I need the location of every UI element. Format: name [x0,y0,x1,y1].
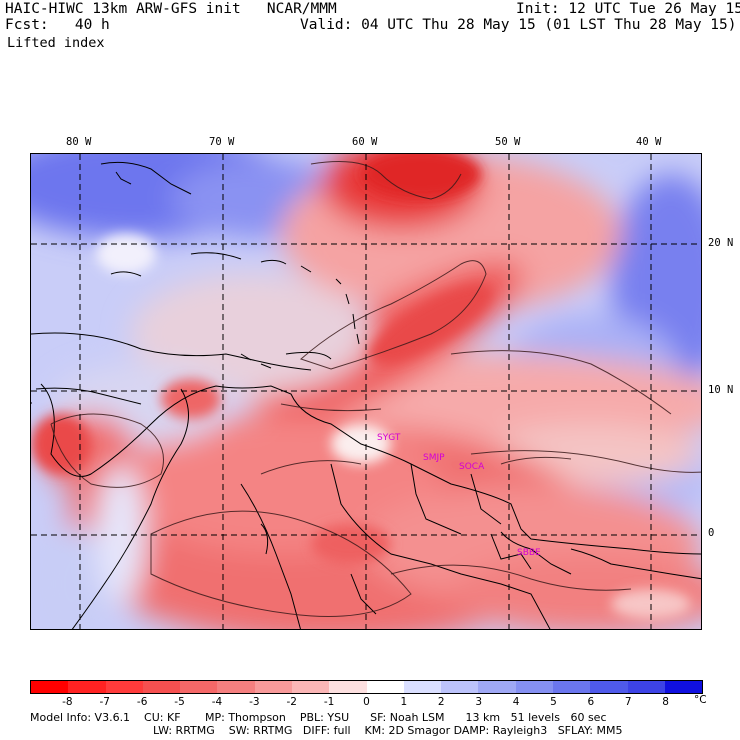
colorbar-tick-label: 2 [437,696,445,708]
colorbar-tick-label: 6 [587,696,595,708]
colorbar-tick-label: 8 [662,696,669,708]
colorbar-swatch [441,681,479,693]
field-name: Lifted index [7,35,105,51]
colorbar-tick-label: -6 [136,696,148,708]
colorbar-swatch [217,681,255,693]
caribbean-islands [100,161,360,369]
init-time: Init: 12 UTC Tue 26 May 15 [516,1,740,17]
lifted-index-map: SYGT SMJP SOCA SBBE [30,153,702,630]
lon-label-40w: 40 W [636,136,662,148]
colorbar-swatch [31,681,69,693]
model-info-line1: Model Info: V3.6.1 CU: KF MP: Thompson P… [30,711,607,724]
colorbar-tick-label: -4 [211,696,223,708]
colorbar-tick-label: 0 [363,696,370,708]
colorbar-swatch [142,681,181,693]
lon-label-80w: 80 W [66,136,92,148]
colorbar-swatch [552,681,591,693]
colorbar-swatch [291,681,330,693]
colorbar-swatch [180,681,218,693]
colorbar-swatch [478,681,516,693]
colorbar-swatch [515,681,553,693]
lat-label-20n: 20 N [708,237,734,249]
colorbar-swatch [105,681,143,693]
colorbar-swatch [590,681,628,693]
colorbar-swatch [329,681,367,693]
colorbar-swatch [664,681,703,693]
map-canvas: SYGT SMJP SOCA SBBE [31,154,701,629]
station-markers: SYGT SMJP SOCA SBBE [377,433,541,558]
lon-label-60w: 60 W [352,136,378,148]
lon-label-50w: 50 W [495,136,521,148]
model-info-line2: LW: RRTMG SW: RRTMG DIFF: full KM: 2D Sm… [153,724,623,737]
colorbar-swatch [254,681,292,693]
colorbar-swatch [366,681,404,693]
model-title: HAIC-HIWC 13km ARW-GFS init NCAR/MMM [5,1,337,17]
lat-lon-grid [31,154,701,629]
colorbar-tick-label: -5 [174,696,185,708]
colorbar-tick-label: 4 [512,696,520,708]
station-sbbe: SBBE [517,548,541,558]
forecast-hour: Fcst: 40 h [5,17,110,33]
lat-label-10n: 10 N [708,384,734,396]
coastlines [31,332,701,629]
colorbar-tick-label: -8 [62,696,73,708]
colorbar-tick-label: -3 [249,696,260,708]
contour-lines [50,161,701,617]
colorbar-swatch [403,681,442,693]
colorbar-tick-label: 5 [550,696,557,708]
colorbar-unit: °C [694,694,707,706]
valid-time: Valid: 04 UTC Thu 28 May 15 (01 LST Thu … [300,17,737,33]
colorbar-tick-label: 3 [475,696,482,708]
lon-label-70w: 70 W [209,136,235,148]
colorbar-tick-label: -7 [99,696,111,708]
station-soca: SOCA [459,462,485,472]
colorbar-swatch [68,681,106,693]
colorbar-tick-label: 1 [400,696,408,708]
colorbar [30,680,703,694]
lat-label-0: 0 [708,527,715,539]
colorbar-tick-label: -2 [286,696,297,708]
colorbar-swatch [627,681,665,693]
station-sygt: SYGT [377,433,401,443]
colorbar-tick-label: -1 [323,696,335,708]
station-smjp: SMJP [423,453,445,463]
colorbar-tick-label: 7 [624,696,632,708]
